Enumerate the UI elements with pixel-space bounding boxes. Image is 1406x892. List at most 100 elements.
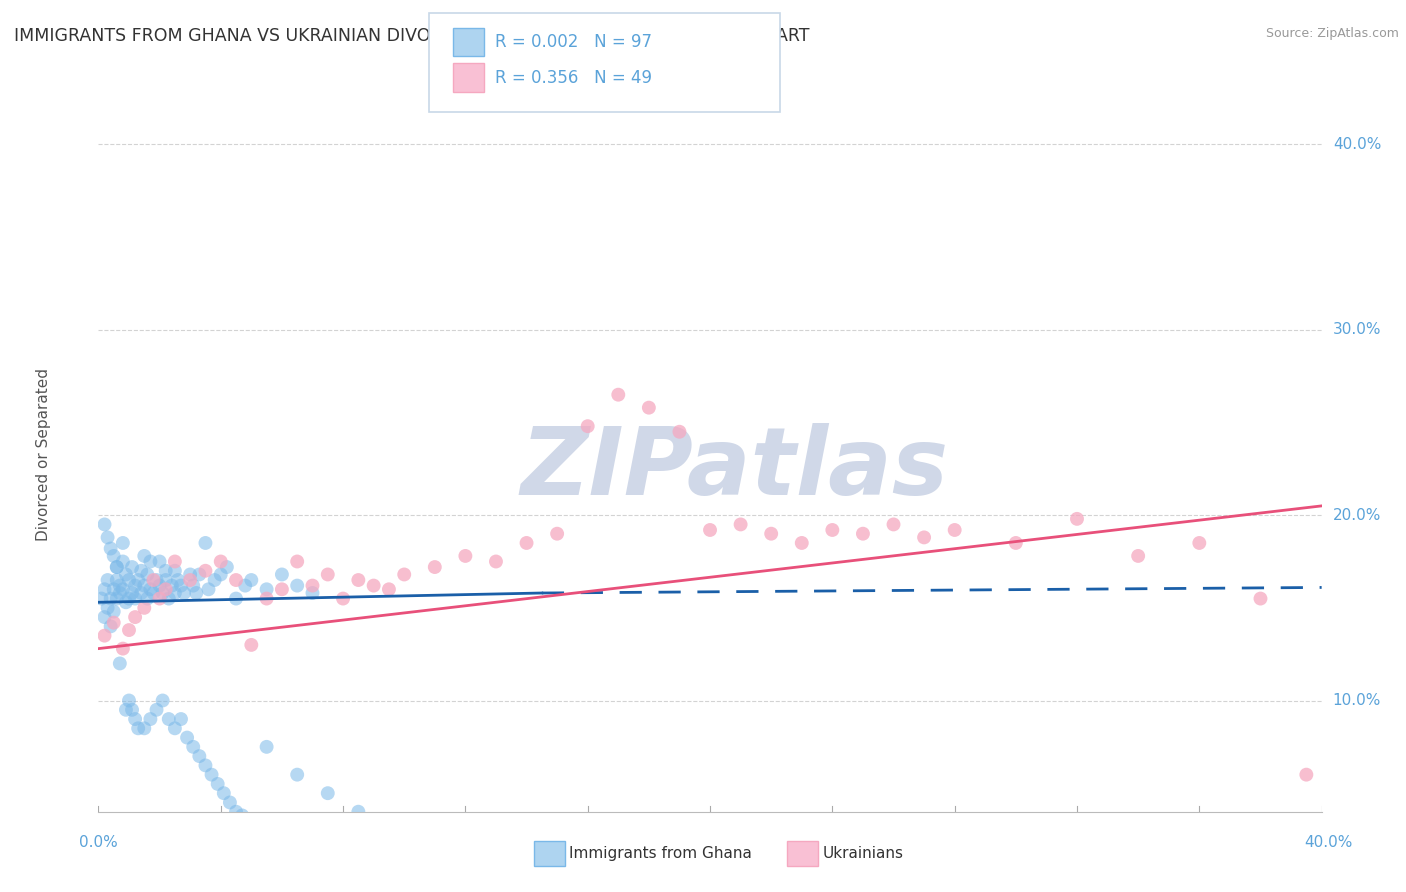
Text: 10.0%: 10.0% xyxy=(1333,693,1381,708)
Point xyxy=(516,536,538,550)
Point xyxy=(1249,591,1271,606)
Point xyxy=(181,739,204,754)
Point xyxy=(149,578,172,592)
Point xyxy=(139,554,162,568)
Point xyxy=(142,586,165,600)
Point xyxy=(111,554,134,568)
Point xyxy=(163,721,186,735)
Point xyxy=(347,805,370,819)
Text: Divorced or Separated: Divorced or Separated xyxy=(37,368,51,541)
Point xyxy=(142,573,165,587)
Point xyxy=(124,578,146,592)
Point xyxy=(285,767,308,781)
Point xyxy=(155,564,177,578)
Point xyxy=(181,578,204,592)
Point xyxy=(454,549,477,563)
Point xyxy=(256,582,278,597)
Point xyxy=(392,567,416,582)
Point xyxy=(124,591,146,606)
Point xyxy=(103,615,125,630)
Point xyxy=(93,629,115,643)
Point xyxy=(215,560,238,574)
Point xyxy=(668,425,690,439)
Point xyxy=(118,591,141,606)
Point xyxy=(134,578,156,592)
Point xyxy=(127,573,149,587)
Point xyxy=(204,573,226,587)
Point xyxy=(188,567,211,582)
Point xyxy=(118,573,141,587)
Point xyxy=(93,582,115,597)
Point xyxy=(127,721,149,735)
Point xyxy=(136,567,159,582)
Point xyxy=(149,591,172,606)
Point xyxy=(179,567,201,582)
Point xyxy=(176,731,198,745)
Point xyxy=(115,703,138,717)
Point xyxy=(912,530,935,544)
Point xyxy=(97,530,120,544)
Point xyxy=(1188,536,1211,550)
Point xyxy=(111,641,134,656)
Point xyxy=(93,610,115,624)
Point xyxy=(111,536,134,550)
Point xyxy=(759,526,782,541)
Point xyxy=(790,536,813,550)
Point xyxy=(108,586,131,600)
Point xyxy=(883,517,905,532)
Point xyxy=(139,582,162,597)
Point xyxy=(821,523,844,537)
Point xyxy=(108,657,131,671)
Text: 20.0%: 20.0% xyxy=(1333,508,1381,523)
Point xyxy=(157,591,180,606)
Point xyxy=(100,619,122,633)
Point xyxy=(240,638,263,652)
Text: 40.0%: 40.0% xyxy=(1305,836,1353,850)
Point xyxy=(212,786,235,800)
Text: R = 0.002   N = 97: R = 0.002 N = 97 xyxy=(495,33,652,51)
Point xyxy=(97,600,120,615)
Point xyxy=(240,573,263,587)
Point xyxy=(194,564,217,578)
Point xyxy=(1128,549,1150,563)
Point xyxy=(225,573,247,587)
Point xyxy=(121,560,143,574)
Point xyxy=(699,523,721,537)
Point xyxy=(121,703,143,717)
Point xyxy=(219,796,242,810)
Point xyxy=(170,578,193,592)
Point xyxy=(546,526,568,541)
Point xyxy=(157,712,180,726)
Point xyxy=(332,591,354,606)
Point xyxy=(115,595,138,609)
Point xyxy=(943,523,966,537)
Point xyxy=(139,712,162,726)
Point xyxy=(363,578,385,592)
Point xyxy=(167,573,190,587)
Point xyxy=(105,573,128,587)
Point xyxy=(149,554,172,568)
Point xyxy=(194,536,217,550)
Point xyxy=(188,749,211,764)
Point xyxy=(108,578,131,592)
Point xyxy=(103,582,125,597)
Point xyxy=(200,767,222,781)
Point xyxy=(186,586,208,600)
Point xyxy=(576,419,599,434)
Point xyxy=(256,739,278,754)
Point xyxy=(145,703,167,717)
Point xyxy=(124,712,146,726)
Point xyxy=(1004,536,1026,550)
Point xyxy=(301,586,323,600)
Point xyxy=(124,610,146,624)
Point xyxy=(155,573,177,587)
Point xyxy=(637,401,661,415)
Point xyxy=(115,567,138,582)
Point xyxy=(121,586,143,600)
Point xyxy=(129,564,152,578)
Point xyxy=(170,712,193,726)
Point xyxy=(179,573,201,587)
Point xyxy=(852,526,875,541)
Point xyxy=(90,591,112,606)
Point xyxy=(93,517,115,532)
